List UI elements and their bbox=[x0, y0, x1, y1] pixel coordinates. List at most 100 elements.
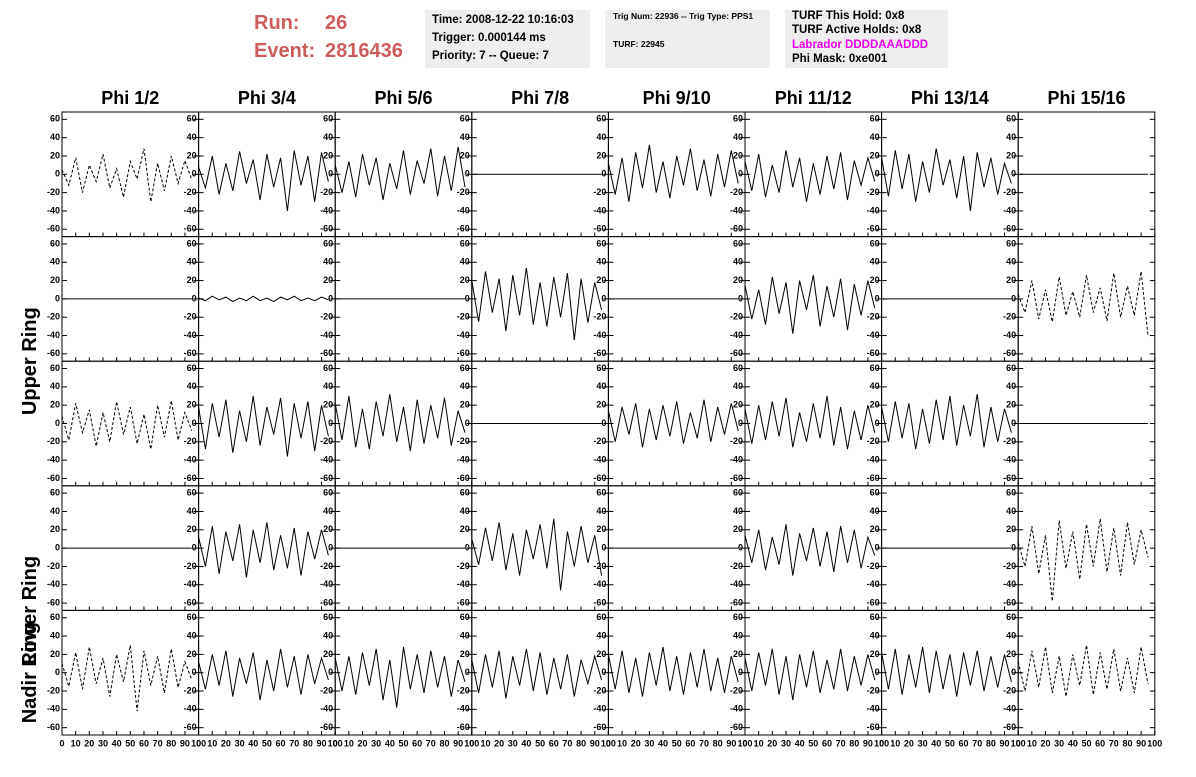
y-tick-label: 0 bbox=[465, 542, 470, 552]
panel-frame bbox=[334, 111, 473, 238]
y-tick-label: 20 bbox=[323, 275, 333, 285]
y-tick-label: -20 bbox=[184, 685, 197, 695]
waveform bbox=[198, 648, 329, 701]
waveform bbox=[61, 645, 193, 712]
y-tick-label: 20 bbox=[323, 524, 333, 534]
y-tick-label: -20 bbox=[1003, 436, 1016, 446]
y-tick-label: 60 bbox=[187, 488, 197, 498]
panel-frame bbox=[607, 360, 746, 487]
y-tick-label: 60 bbox=[187, 363, 197, 373]
y-tick-label: -60 bbox=[1003, 722, 1016, 732]
y-tick-label: 20 bbox=[460, 524, 470, 534]
waveform bbox=[881, 646, 1012, 697]
panel-frame bbox=[334, 609, 473, 736]
y-tick-label: -20 bbox=[593, 561, 606, 571]
y-tick-label: -20 bbox=[320, 187, 333, 197]
y-tick-label: 20 bbox=[323, 150, 333, 160]
x-tick-label: 20 bbox=[631, 738, 641, 748]
y-tick-label: -60 bbox=[320, 597, 333, 607]
y-tick-label: 0 bbox=[55, 542, 60, 552]
y-tick-label: 20 bbox=[1006, 275, 1016, 285]
y-tick-label: -60 bbox=[867, 224, 880, 234]
y-tick-label: 60 bbox=[1006, 612, 1016, 622]
y-tick-label: 60 bbox=[187, 612, 197, 622]
y-tick-label: 0 bbox=[465, 418, 470, 428]
y-tick-label: 0 bbox=[1011, 293, 1016, 303]
y-tick-label: -60 bbox=[593, 473, 606, 483]
y-tick-label: 60 bbox=[50, 363, 60, 373]
x-tick-label: 10 bbox=[480, 738, 490, 748]
y-tick-label: 40 bbox=[460, 506, 470, 516]
x-tick-label: 60 bbox=[549, 738, 559, 748]
y-tick-label: -40 bbox=[184, 330, 197, 340]
y-tick-label: -40 bbox=[593, 205, 606, 215]
x-tick-label: 70 bbox=[289, 738, 299, 748]
y-tick-label: -60 bbox=[867, 722, 880, 732]
y-tick-label: 20 bbox=[733, 400, 743, 410]
y-tick-label: 20 bbox=[50, 649, 60, 659]
y-tick-label: -60 bbox=[1003, 348, 1016, 358]
y-tick-label: 60 bbox=[323, 488, 333, 498]
y-tick-label: 40 bbox=[323, 132, 333, 142]
y-tick-label: -20 bbox=[593, 685, 606, 695]
x-tick-label: 80 bbox=[439, 738, 449, 748]
info-box bbox=[785, 10, 948, 68]
panel-frame bbox=[61, 609, 200, 736]
y-tick-label: -40 bbox=[1003, 330, 1016, 340]
y-tick-label: 60 bbox=[323, 612, 333, 622]
panel-frame bbox=[1017, 609, 1156, 736]
y-tick-label: 40 bbox=[596, 132, 606, 142]
x-tick-label: 60 bbox=[959, 738, 969, 748]
y-tick-label: 40 bbox=[596, 381, 606, 391]
y-tick-label: 0 bbox=[601, 293, 606, 303]
y-tick-label: -40 bbox=[47, 579, 60, 589]
y-tick-label: -40 bbox=[184, 704, 197, 714]
y-tick-label: 0 bbox=[192, 418, 197, 428]
y-tick-label: 40 bbox=[596, 630, 606, 640]
x-tick-label: 0 bbox=[742, 738, 747, 748]
x-tick-label: 70 bbox=[699, 738, 709, 748]
y-tick-label: -40 bbox=[320, 579, 333, 589]
waveform bbox=[334, 146, 466, 201]
y-tick-label: -20 bbox=[184, 561, 197, 571]
y-tick-label: 40 bbox=[323, 506, 333, 516]
info-text: Trig Num: 22936 -- Trig Type: PPS1 bbox=[613, 11, 753, 21]
x-tick-label: 70 bbox=[836, 738, 846, 748]
x-tick-label: 20 bbox=[1041, 738, 1051, 748]
waveform bbox=[881, 394, 1012, 450]
y-tick-label: 20 bbox=[1006, 649, 1016, 659]
y-tick-label: 0 bbox=[738, 667, 743, 677]
y-tick-label: 20 bbox=[733, 150, 743, 160]
waveform bbox=[471, 267, 603, 341]
panel-frame bbox=[744, 111, 883, 238]
y-tick-label: 0 bbox=[738, 542, 743, 552]
y-tick-label: -40 bbox=[1003, 579, 1016, 589]
y-tick-label: -60 bbox=[457, 473, 470, 483]
y-tick-label: 60 bbox=[460, 238, 470, 248]
y-tick-label: -60 bbox=[320, 224, 333, 234]
waveform bbox=[744, 275, 876, 334]
x-tick-label: 80 bbox=[713, 738, 723, 748]
y-tick-label: 40 bbox=[733, 132, 743, 142]
y-tick-label: 0 bbox=[738, 418, 743, 428]
x-tick-label: 40 bbox=[521, 738, 531, 748]
waveform bbox=[61, 400, 193, 450]
info-text: Labrador DDDDAAADDD bbox=[792, 39, 928, 51]
y-tick-label: -40 bbox=[1003, 455, 1016, 465]
x-tick-label: 40 bbox=[931, 738, 941, 748]
ring-label: Upper Ring bbox=[19, 307, 41, 415]
info-box bbox=[425, 10, 590, 68]
y-tick-label: 60 bbox=[50, 488, 60, 498]
y-tick-label: -60 bbox=[47, 224, 60, 234]
y-tick-label: -60 bbox=[47, 348, 60, 358]
x-tick-label: 60 bbox=[685, 738, 695, 748]
y-tick-label: 60 bbox=[596, 363, 606, 373]
y-tick-label: -60 bbox=[184, 224, 197, 234]
waveform bbox=[198, 522, 329, 578]
x-tick-label: 70 bbox=[153, 738, 163, 748]
y-tick-label: 40 bbox=[870, 630, 880, 640]
y-tick-label: 40 bbox=[187, 257, 197, 267]
y-tick-label: 60 bbox=[1006, 363, 1016, 373]
y-tick-label: 20 bbox=[733, 524, 743, 534]
